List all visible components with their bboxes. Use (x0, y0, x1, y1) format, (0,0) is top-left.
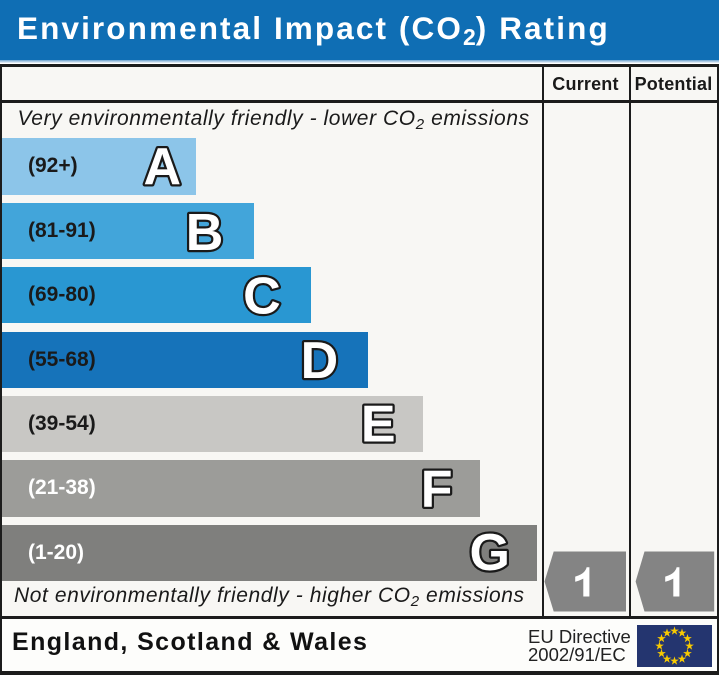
svg-text:F: F (421, 460, 453, 518)
svg-text:C: C (243, 267, 281, 325)
svg-text:A: A (144, 138, 182, 196)
svg-text:G: G (469, 524, 509, 582)
svg-text:D: D (301, 332, 339, 390)
svg-text:B: B (186, 204, 224, 262)
svg-text:E: E (361, 395, 396, 453)
